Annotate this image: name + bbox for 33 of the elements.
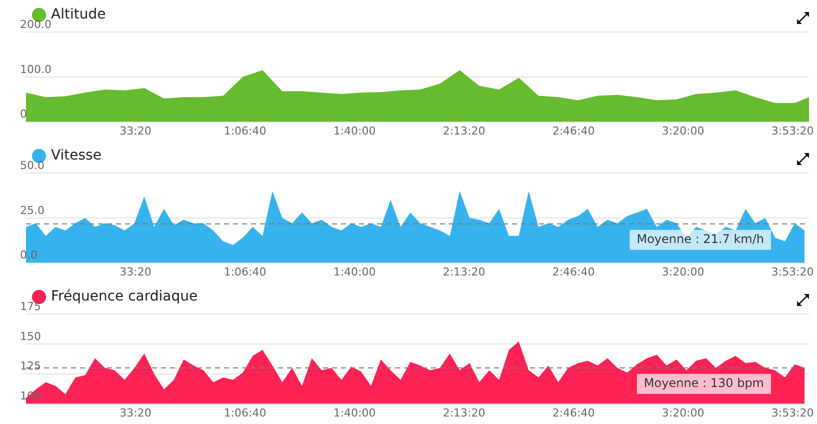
y-tick-label: 100.0 [20, 62, 52, 76]
x-tick-label: 3:20:00 [662, 406, 704, 420]
x-tick-label: 33:20 [120, 265, 152, 278]
x-tick-label: 3:53:20 [771, 124, 814, 138]
y-tick-label: 150 [20, 330, 41, 343]
x-tick-label: 2:13:20 [442, 124, 486, 138]
y-tick-label: 25.0 [20, 204, 44, 217]
x-tick-label: 33:20 [120, 124, 152, 138]
y-tick-label: 200.0 [20, 18, 52, 31]
x-tick-label: 3:20:00 [662, 265, 704, 278]
x-tick-label: 2:46:40 [552, 406, 595, 420]
x-tick-label: 33:20 [120, 406, 152, 420]
x-tick-label: 2:46:40 [552, 124, 595, 138]
x-tick-label: 3:53:20 [771, 406, 814, 420]
legend-label: Altitude [51, 6, 106, 23]
x-tick-label: 1:06:40 [224, 406, 266, 420]
x-tick-label: 1:06:40 [224, 265, 266, 278]
x-tick-label: 1:06:40 [224, 124, 266, 138]
x-tick-label: 1:40:00 [333, 406, 376, 420]
x-tick-label: 2:13:20 [442, 406, 486, 420]
x-tick-label: 2:13:20 [442, 265, 486, 278]
x-tick-label: 3:53:20 [771, 265, 814, 278]
x-tick-label: 1:40:00 [333, 265, 376, 278]
y-tick-label: 125 [20, 360, 41, 373]
legend-label: Fréquence cardiaque [51, 288, 198, 305]
legend-label: Vitesse [51, 148, 102, 164]
x-tick-label: 1:40:00 [333, 124, 376, 138]
x-tick-label: 2:46:40 [552, 265, 595, 278]
y-tick-label: 50.0 [20, 158, 44, 172]
x-tick-label: 3:20:00 [662, 124, 704, 138]
y-tick-label: 175 [20, 300, 41, 313]
ref-line-label: Moyenne : 130 bpm [644, 376, 764, 390]
ref-line-label: Moyenne : 21.7 km/h [636, 232, 764, 246]
